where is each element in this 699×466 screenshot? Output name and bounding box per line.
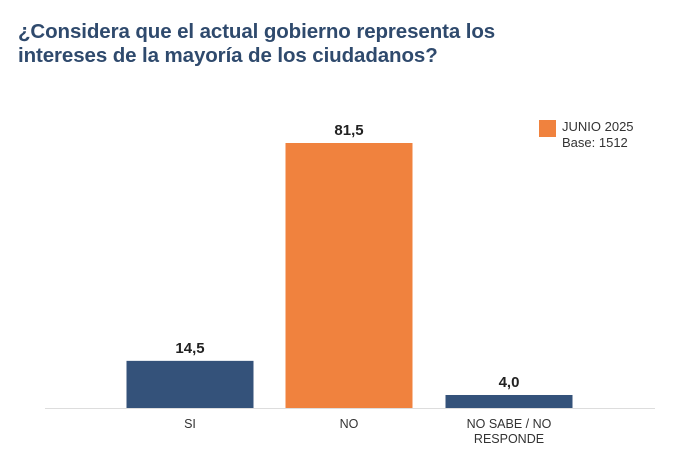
chart-title: ¿Considera que el actual gobierno repres… xyxy=(18,20,658,68)
value-label: 81,5 xyxy=(334,122,363,139)
category-label: RESPONDE xyxy=(474,432,544,446)
value-label: 14,5 xyxy=(175,340,204,357)
legend-text: JUNIO 2025 Base: 1512 xyxy=(562,119,634,151)
legend-swatch xyxy=(539,120,556,137)
chart-title-line-1: ¿Considera que el actual gobierno repres… xyxy=(18,20,496,43)
category-label: SI xyxy=(184,417,196,431)
legend-base-note: Base: 1512 xyxy=(562,135,628,150)
value-label: 4,0 xyxy=(499,374,520,391)
category-label: NO SABE / NO xyxy=(467,417,552,431)
bar xyxy=(445,394,573,408)
bar xyxy=(285,143,413,408)
chart-title-line-2: intereses de la mayoría de los ciudadano… xyxy=(18,44,438,67)
category-label: NO xyxy=(340,417,359,431)
legend-label: JUNIO 2025 xyxy=(562,119,634,134)
bar xyxy=(126,360,254,408)
